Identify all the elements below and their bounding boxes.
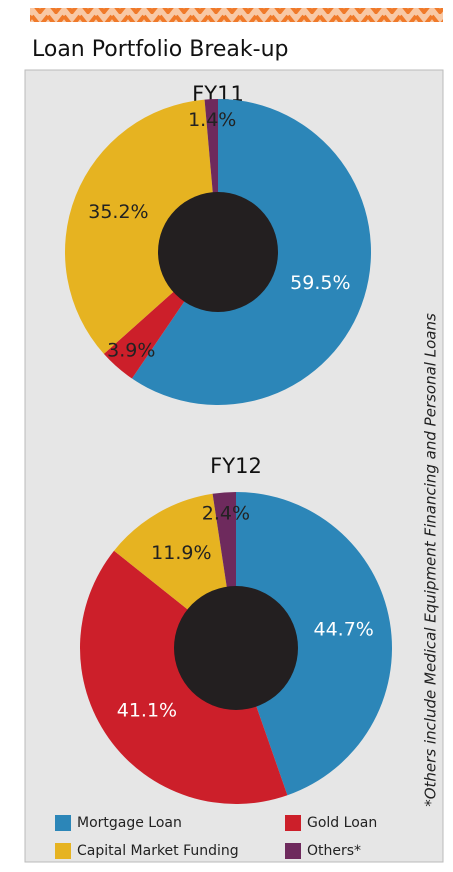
- value-label: 11.9%: [151, 542, 211, 564]
- donut-hole: [174, 586, 298, 710]
- pie-title: FY12: [210, 454, 262, 478]
- legend-label: Gold Loan: [307, 815, 377, 831]
- footnote: *Others include Medical Equipment Financ…: [422, 313, 440, 807]
- value-label: 59.5%: [290, 272, 350, 294]
- page-title: Loan Portfolio Break-up: [32, 37, 289, 62]
- chart: Loan Portfolio Break-up *Others include …: [0, 0, 453, 872]
- value-label: 41.1%: [117, 700, 177, 722]
- legend-swatch: [55, 815, 71, 831]
- value-label: 1.4%: [188, 109, 236, 131]
- value-label: 3.9%: [107, 339, 155, 361]
- legend-label: Capital Market Funding: [77, 843, 239, 859]
- decor-band: [30, 8, 443, 22]
- value-label: 2.4%: [202, 503, 250, 525]
- legend-swatch: [285, 815, 301, 831]
- legend-swatch: [285, 843, 301, 859]
- page: {"title": "Loan Portfolio Break-up", "no…: [0, 0, 453, 872]
- value-label: 44.7%: [313, 618, 373, 640]
- legend-label: Others*: [307, 843, 361, 859]
- legend-label: Mortgage Loan: [77, 815, 182, 831]
- value-label: 35.2%: [88, 201, 148, 223]
- donut-hole: [158, 192, 278, 312]
- legend-swatch: [55, 843, 71, 859]
